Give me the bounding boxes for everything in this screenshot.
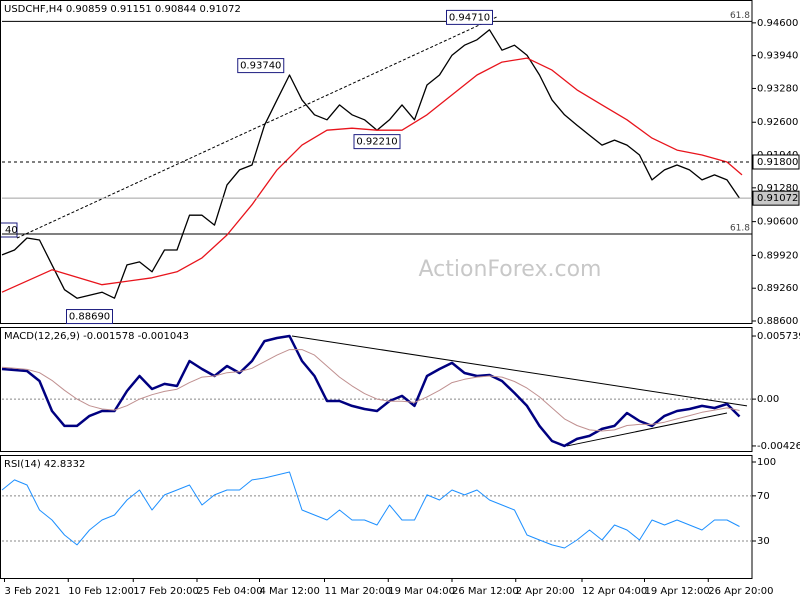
fib-label: 61.8	[730, 224, 750, 234]
annotation-box	[66, 309, 113, 325]
y-tick-label: 100	[757, 457, 776, 468]
x-tick-label: 25 Feb 04:00	[197, 586, 263, 597]
annotation-label: 0.88690	[69, 312, 110, 323]
x-tick-label: 17 Feb 20:00	[133, 586, 199, 597]
pane-title: MACD(12,26,9) -0.001578 -0.001043	[4, 331, 189, 342]
y-tick-label: 0.00	[757, 394, 779, 405]
annotation-box	[237, 58, 285, 74]
annotation-label: 0.93740	[240, 61, 281, 72]
y-tick-label: -0.004261	[757, 441, 800, 452]
series-line	[1, 349, 740, 432]
x-tick-label: 11 Mar 20:00	[325, 586, 392, 597]
x-tick-label: 12 Apr 04:00	[582, 586, 647, 597]
annotation-label: 0.92210	[356, 137, 397, 148]
y-tick-label: 0.93940	[757, 51, 798, 62]
y-tick-label: 0.88600	[757, 316, 798, 327]
x-tick-label: 4 Mar 12:00	[260, 586, 320, 597]
pane-frame	[0, 327, 753, 452]
x-tick-label: 2 Apr 20:00	[516, 586, 575, 597]
y-tick-label: 0.005739	[757, 331, 800, 342]
y-tick-label: 0.94600	[757, 18, 798, 29]
y-tick-label: 0.92600	[757, 117, 798, 128]
y-tick-label: 0.90600	[757, 217, 798, 228]
series-line	[1, 29, 741, 299]
y-tick-label: 0.93280	[757, 83, 798, 94]
series-line	[1, 57, 743, 293]
x-tick-label: 10 Feb 12:00	[68, 586, 134, 597]
fib-label: 61.8	[730, 11, 750, 21]
trend-line	[566, 412, 728, 447]
price-box-label: 0.91800	[757, 157, 798, 168]
trend-line	[291, 335, 748, 407]
price-box-label: 0.91072	[757, 193, 798, 204]
y-tick-label: 0.89260	[757, 283, 798, 294]
pane-frame	[0, 455, 753, 579]
price-box	[752, 190, 800, 206]
price-box	[752, 154, 800, 170]
x-tick-label: 3 Feb 2021	[5, 586, 61, 597]
annotation-box	[353, 134, 401, 150]
clipped-label: 40	[5, 225, 18, 236]
trend-line	[16, 16, 498, 239]
watermark: ActionForex.com	[419, 257, 602, 282]
x-tick-label: 26 Mar 12:00	[452, 586, 519, 597]
clipped-label-box	[0, 222, 18, 238]
y-tick-label: 30	[757, 536, 770, 547]
y-tick-label: 0.91280	[757, 183, 798, 194]
x-tick-label: 19 Apr 12:00	[645, 586, 710, 597]
y-tick-label: 0.89920	[757, 250, 798, 261]
y-tick-label: 70	[757, 491, 770, 502]
pane-title: USDCHF,H4 0.90859 0.91151 0.90844 0.9107…	[4, 4, 241, 15]
annotation-box	[446, 9, 493, 25]
x-tick-label: 26 Apr 20:00	[708, 586, 773, 597]
pane-title: RSI(14) 42.8332	[4, 459, 85, 470]
series-line	[1, 471, 740, 549]
x-tick-label: 19 Mar 04:00	[388, 586, 455, 597]
pane-frame	[0, 0, 753, 324]
series-line	[1, 334, 741, 448]
annotation-label: 0.94710	[449, 12, 490, 23]
